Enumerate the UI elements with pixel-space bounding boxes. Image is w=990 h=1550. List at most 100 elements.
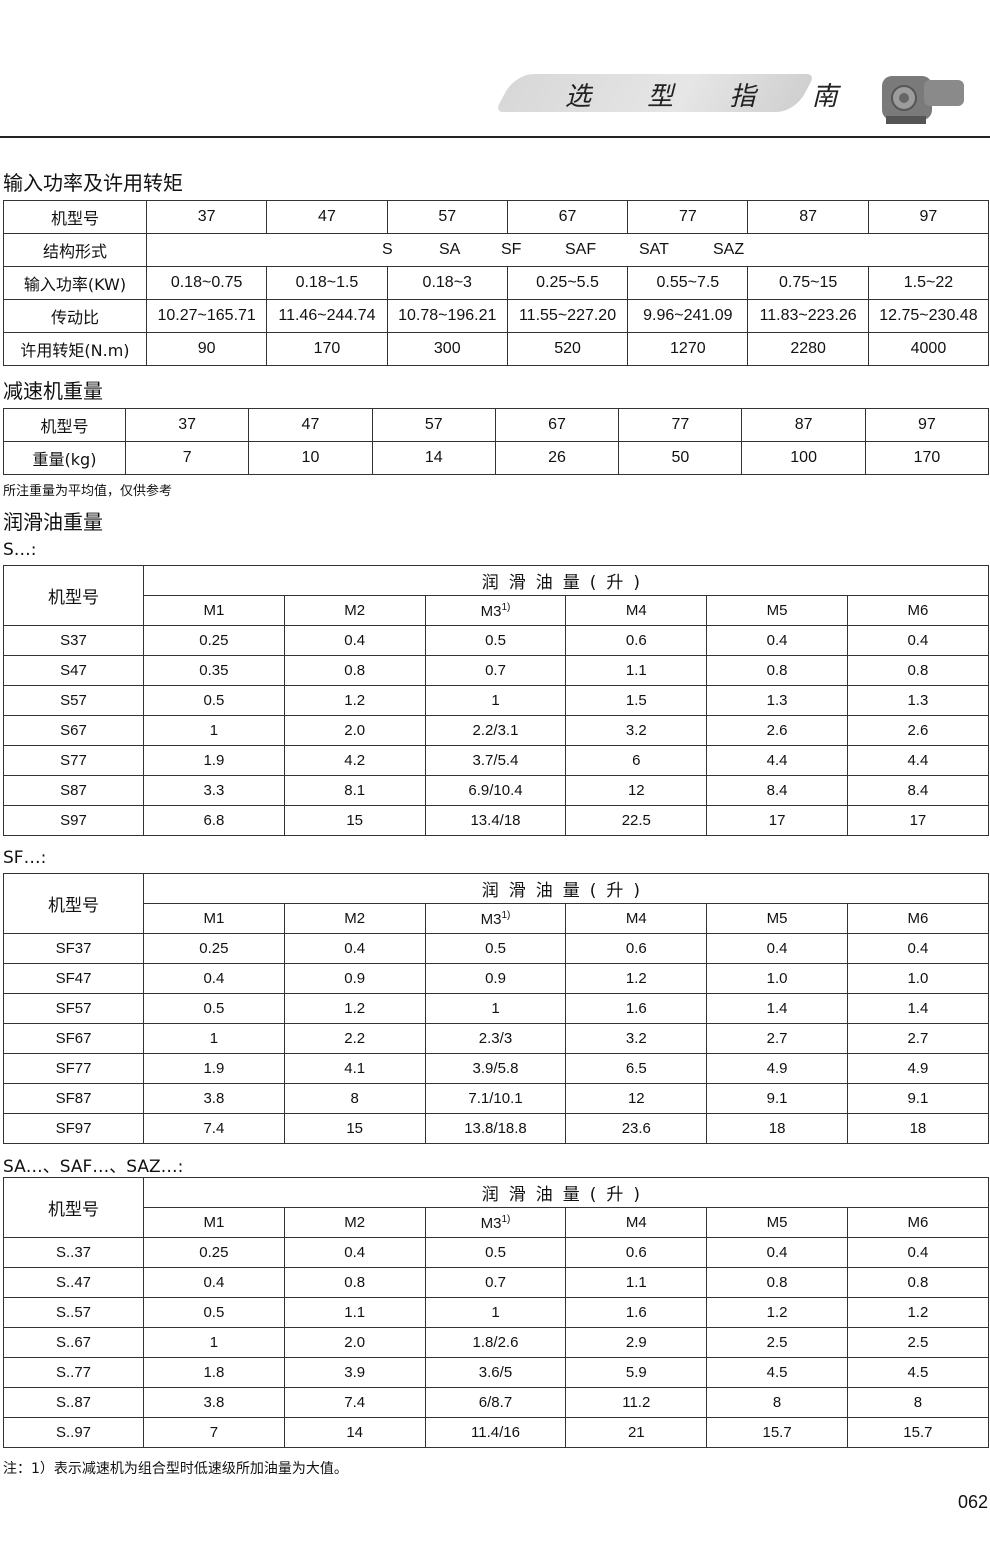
table-cell: 1.9 — [143, 1053, 285, 1084]
table-cell: 2.6 — [706, 715, 848, 746]
table-cell: 3.2 — [565, 1023, 708, 1054]
table-cell: 0.25 — [143, 625, 285, 656]
column-label: M5 — [766, 910, 788, 927]
table-cell: 0.55~7.5 — [627, 266, 749, 300]
row-label: 输入功率(KW) — [3, 266, 147, 300]
column-header-m5: M5 — [706, 1207, 848, 1238]
table-cell: 0.7 — [424, 1267, 567, 1298]
table-cell: 10.27~165.71 — [145, 299, 268, 333]
model-header: 67 — [506, 200, 629, 234]
group-header: 润滑油量(升) — [143, 1177, 989, 1208]
table-cell: 1.5 — [565, 685, 708, 716]
table-row: S67 1 2.0 2.2/3.1 3.2 2.6 2.6 — [3, 715, 989, 746]
lube-table-label-sf: SF…: — [3, 848, 47, 868]
column-header-m2: M2 — [283, 595, 426, 626]
group-header: 润滑油量(升) — [143, 565, 989, 596]
table-cell: 2.0 — [283, 715, 426, 746]
table-row: S77 1.9 4.2 3.7/5.4 6 4.4 4.4 — [3, 745, 989, 776]
column-header-m4: M4 — [565, 1207, 708, 1238]
table-cell: 1.8 — [143, 1357, 285, 1388]
model-header: 37 — [145, 200, 268, 234]
table-cell: 0.9 — [424, 963, 567, 994]
table-cell: 1.3 — [846, 685, 989, 716]
model-cell: S..57 — [3, 1297, 144, 1328]
row-label: 结构形式 — [3, 233, 147, 267]
table-cell: 6.8 — [143, 805, 285, 836]
row-label: 许用转矩(N.m) — [3, 332, 147, 366]
table-row: SF37 0.25 0.4 0.5 0.6 0.4 0.4 — [3, 933, 989, 964]
header-row: 机型号 润滑油量(升) — [3, 565, 989, 626]
table-row: S..67 1 2.0 1.8/2.6 2.9 2.5 2.5 — [3, 1327, 989, 1358]
table-row: S..37 0.25 0.4 0.5 0.6 0.4 0.4 — [3, 1237, 989, 1268]
table-row: S..97 7 14 11.4/16 21 15.7 15.7 — [3, 1417, 989, 1448]
table-cell: 0.4 — [846, 933, 989, 964]
table-cell: 1.0 — [706, 963, 848, 994]
table-cell: 15 — [283, 805, 426, 836]
column-label: M3 — [480, 910, 502, 928]
model-header: 97 — [867, 200, 990, 234]
table-cell: 4.5 — [846, 1357, 989, 1388]
table-cell: 1.4 — [706, 993, 848, 1024]
gear-motor-image — [882, 76, 964, 124]
model-cell: SF87 — [3, 1083, 144, 1114]
table-cell: 1 — [424, 685, 567, 716]
table-row: S..57 0.5 1.1 1 1.6 1.2 1.2 — [3, 1297, 989, 1328]
table-cell: 0.8 — [846, 1267, 989, 1298]
table-cell: 1.9 — [143, 745, 285, 776]
column-header-m1: M1 — [143, 903, 285, 934]
column-label: M2 — [344, 1214, 366, 1231]
model-cell: S47 — [3, 655, 144, 686]
page-number: 062 — [957, 1492, 988, 1512]
model-header: 37 — [124, 408, 250, 442]
table-row: SF57 0.5 1.2 1 1.6 1.4 1.4 — [3, 993, 989, 1024]
table-cell: 11.83~223.26 — [747, 299, 869, 333]
column-header-m6: M6 — [846, 595, 989, 626]
table-cell: 0.6 — [565, 625, 708, 656]
table-cell: 13.8/18.8 — [424, 1113, 567, 1144]
table-cell: 2.0 — [283, 1327, 426, 1358]
model-cell: S97 — [3, 805, 144, 836]
table-cell: 0.4 — [846, 1237, 989, 1268]
table-cell: 26 — [494, 441, 620, 475]
table-cell: 10.78~196.21 — [386, 299, 508, 333]
table-cell: 0.4 — [143, 1267, 285, 1298]
table-cell: 0.5 — [143, 685, 285, 716]
model-cell: S77 — [3, 745, 144, 776]
row-label: 重量(kg) — [3, 441, 126, 475]
footnote-marker: 1) — [501, 1213, 511, 1225]
table-cell: 0.4 — [706, 1237, 848, 1268]
table-cell: 1.2 — [283, 685, 426, 716]
column-header-m3: M31) — [424, 903, 567, 934]
table-cell: 8.4 — [706, 775, 848, 806]
table-cell: 6.9/10.4 — [424, 775, 567, 806]
table-cell: 11.4/16 — [424, 1417, 567, 1448]
table-cell: 0.5 — [143, 993, 285, 1024]
table-cell: 1 — [143, 715, 285, 746]
column-header-m3: M31) — [424, 1207, 567, 1238]
table-cell: 7.4 — [143, 1113, 285, 1144]
model-header: 57 — [386, 200, 508, 234]
table-cell: 1.5~22 — [867, 266, 990, 300]
table-cell: 100 — [741, 441, 866, 475]
table-cell: 0.5 — [143, 1297, 285, 1328]
table-cell: 0.4 — [143, 963, 285, 994]
table-row: SF67 1 2.2 2.3/3 3.2 2.7 2.7 — [3, 1023, 989, 1054]
model-header: 77 — [627, 200, 749, 234]
table-cell: 2280 — [747, 332, 869, 366]
model-header: 67 — [494, 408, 620, 442]
table-cell: 2.5 — [706, 1327, 848, 1358]
structure-type: SAZ — [713, 241, 745, 258]
table-cell: 4.5 — [706, 1357, 848, 1388]
table-cell: 7 — [143, 1417, 285, 1448]
table-cell: 300 — [386, 332, 508, 366]
table-cell: 0.7 — [424, 655, 567, 686]
column-label: M1 — [203, 1214, 225, 1231]
column-label: M3 — [480, 1214, 502, 1232]
table-cell: 0.18~3 — [386, 266, 508, 300]
column-label: M6 — [907, 1214, 929, 1231]
table-cell: 0.18~1.5 — [266, 266, 388, 300]
table-row: S37 0.25 0.4 0.5 0.6 0.4 0.4 — [3, 625, 989, 656]
table-cell: 0.4 — [706, 933, 848, 964]
table-cell: 0.8 — [283, 655, 426, 686]
table-cell: 1.1 — [565, 1267, 708, 1298]
